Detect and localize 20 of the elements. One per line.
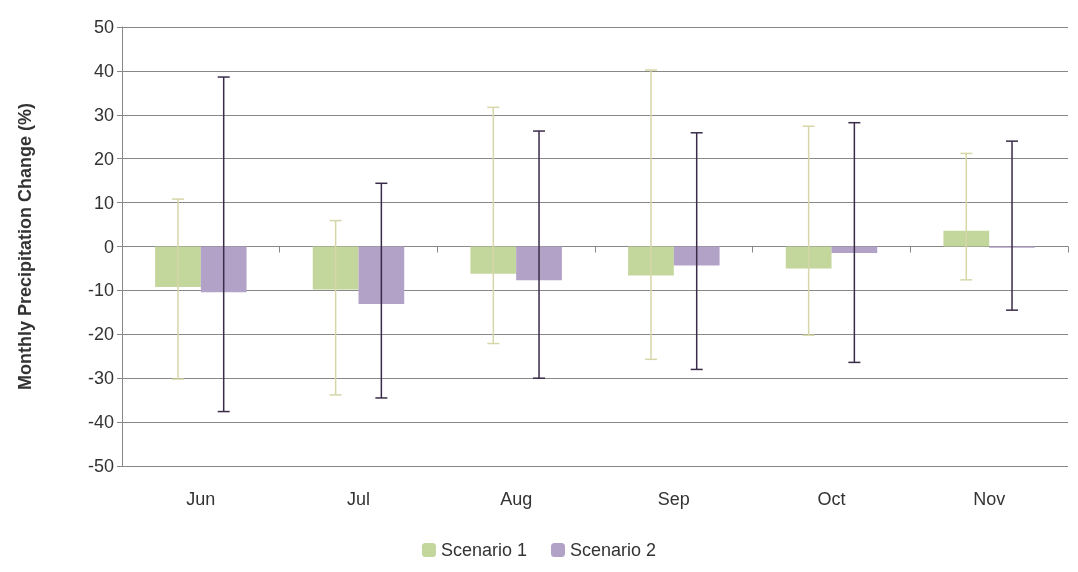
y-tick-label: -20 xyxy=(87,324,114,345)
x-tick-label: Sep xyxy=(657,489,690,509)
x-tick-label: Oct xyxy=(817,489,846,509)
y-tick-label: -40 xyxy=(87,412,114,433)
y-tick-label: 10 xyxy=(93,192,114,213)
y-tick-label: 40 xyxy=(93,60,114,81)
y-tick-label: 0 xyxy=(103,236,114,257)
y-tick-label: 20 xyxy=(93,148,114,169)
legend-label: Scenario 1 xyxy=(440,540,528,560)
x-tick-label: Jul xyxy=(346,489,371,509)
legend-label: Scenario 2 xyxy=(570,540,657,560)
x-tick-label: Aug xyxy=(500,489,533,509)
y-tick-label: 50 xyxy=(93,17,114,37)
y-tick-label: -10 xyxy=(87,280,114,301)
y-axis-title: Monthly Precipitation Change (%) xyxy=(15,102,35,391)
x-tick-label: Nov xyxy=(973,489,1006,509)
y-tick-label: 30 xyxy=(93,104,114,125)
y-tick-label: -50 xyxy=(87,456,114,476)
y-tick-label: -30 xyxy=(87,368,114,389)
x-tick-label: Jun xyxy=(186,489,216,509)
